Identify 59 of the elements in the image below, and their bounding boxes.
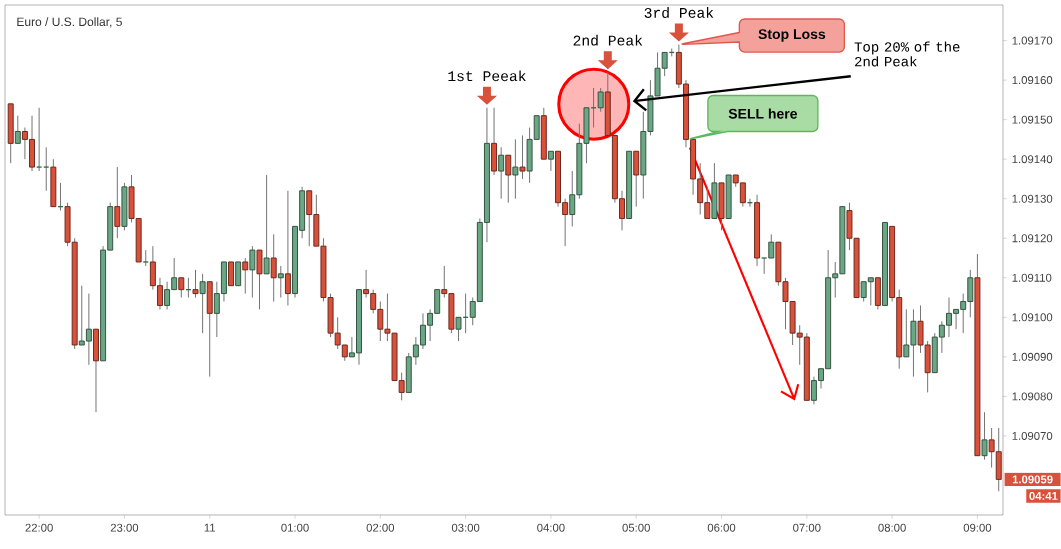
annotation: 1st Peeak bbox=[448, 70, 526, 82]
candlestick bbox=[14, 115, 21, 144]
text: 04:41 bbox=[1029, 491, 1058, 500]
candlestick bbox=[242, 257, 249, 295]
candlestick bbox=[505, 154, 512, 204]
candlestick bbox=[199, 273, 206, 334]
candlestick bbox=[178, 277, 185, 299]
candlestick bbox=[597, 87, 604, 113]
annotation: 2nd Peak bbox=[573, 34, 643, 46]
candlestick bbox=[455, 316, 462, 342]
x-tick-label: 23:00 bbox=[110, 523, 139, 532]
y-tick-label: 1.09110 bbox=[1012, 273, 1052, 282]
candlestick bbox=[512, 138, 519, 200]
x-tick-label: 08:00 bbox=[878, 523, 906, 532]
candlestick bbox=[547, 150, 554, 172]
candlestick bbox=[768, 233, 775, 259]
candlestick bbox=[43, 146, 50, 192]
y-tick-label: 1.09080 bbox=[1012, 392, 1053, 401]
candlestick bbox=[270, 233, 277, 302]
x-tick-label: 01:00 bbox=[281, 523, 309, 532]
text: Euro / U.S. Dollar, 5 bbox=[17, 17, 122, 28]
candlestick bbox=[114, 166, 121, 239]
candlestick bbox=[256, 249, 263, 310]
x-tick-label: 06:00 bbox=[707, 523, 736, 532]
x-tick-label: 05:00 bbox=[622, 523, 650, 532]
x-tick-label: 07:00 bbox=[793, 523, 821, 532]
annotation: 3rd Peak bbox=[644, 7, 714, 18]
x-tick-label: 09:00 bbox=[963, 523, 992, 532]
annotation: Stop Loss bbox=[758, 29, 826, 42]
x-tick-label: 11 bbox=[204, 523, 216, 532]
candlestick bbox=[498, 146, 505, 200]
annotation: SELL here bbox=[728, 108, 797, 119]
x-tick-label: 02:00 bbox=[366, 523, 395, 532]
candlestick bbox=[35, 107, 43, 172]
text: 1.09059 bbox=[1012, 475, 1053, 484]
candlestick bbox=[277, 265, 284, 299]
candlestick bbox=[981, 411, 988, 461]
x-tick-label: 03:00 bbox=[451, 523, 480, 532]
y-tick-label: 1.09150 bbox=[1012, 115, 1053, 124]
y-tick-label: 1.09140 bbox=[1012, 155, 1053, 164]
candlestick bbox=[249, 245, 256, 299]
candlestick bbox=[633, 150, 640, 208]
annotation: Top 20% of the 2nd Peak bbox=[854, 41, 960, 67]
y-tick-label: 1.09160 bbox=[1012, 76, 1053, 85]
x-tick-label: 22:00 bbox=[25, 523, 53, 532]
candlestick bbox=[263, 174, 270, 275]
candlestick bbox=[519, 134, 526, 180]
candlestick bbox=[228, 261, 235, 287]
y-tick-label: 1.09120 bbox=[1012, 234, 1053, 243]
y-tick-label: 1.09100 bbox=[1012, 313, 1053, 322]
x-tick-label: 04:00 bbox=[537, 523, 565, 532]
candlestick bbox=[235, 261, 242, 287]
candlestick bbox=[192, 269, 199, 299]
y-tick-label: 1.09130 bbox=[1012, 194, 1053, 203]
y-tick-label: 1.09090 bbox=[1012, 352, 1053, 361]
y-tick-label: 1.09070 bbox=[1012, 431, 1053, 440]
y-tick-label: 1.09170 bbox=[1012, 36, 1053, 45]
candlestick bbox=[761, 257, 768, 275]
candlestick bbox=[284, 190, 291, 306]
